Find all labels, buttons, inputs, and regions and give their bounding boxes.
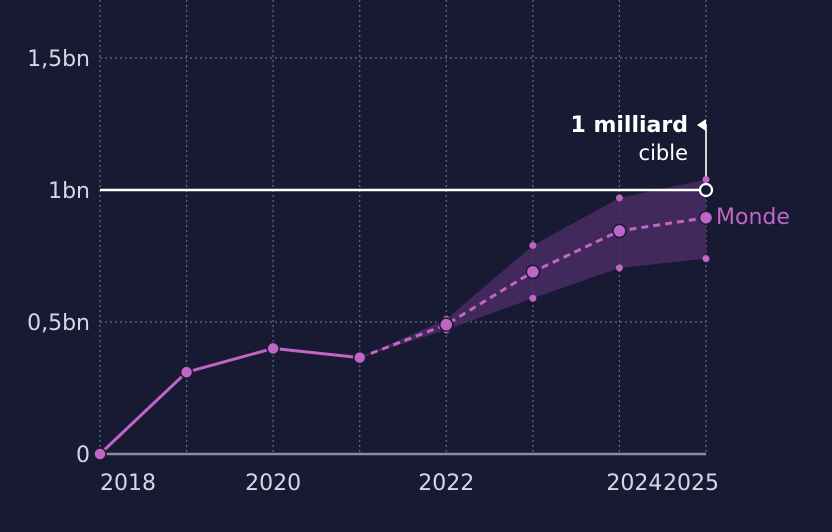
target-title: 1 milliard	[571, 113, 689, 138]
data-point	[266, 341, 280, 356]
series	[93, 175, 714, 461]
series-line-monde	[98, 346, 360, 456]
range-high-point	[529, 241, 537, 249]
labels: Monde	[716, 205, 790, 230]
target-pointer	[697, 119, 706, 131]
range-high-point	[615, 194, 623, 202]
series-label-monde: Monde	[716, 205, 790, 230]
target-marker	[698, 182, 714, 198]
target-annotation: 1 milliard cible	[100, 113, 714, 198]
range-low-point	[529, 294, 537, 302]
axes: 0 0,5bn 1bn 1,5bn 2018 2020 2022 2024 2025	[27, 47, 719, 496]
x-tick-label: 2020	[245, 471, 301, 496]
data-point	[93, 447, 107, 461]
x-tick-label: 2018	[100, 471, 156, 496]
x-tick-label: 2025	[663, 471, 719, 496]
grid	[99, 0, 707, 454]
range-high-point	[702, 175, 710, 183]
y-tick-label: 1,5bn	[27, 47, 90, 72]
range-low-point	[702, 255, 710, 263]
x-tick-label: 2024	[606, 471, 662, 496]
range-low-point	[615, 264, 623, 272]
x-tick-label: 2022	[418, 471, 474, 496]
projection-point	[439, 317, 454, 332]
data-point	[352, 350, 367, 365]
y-tick-label: 1bn	[48, 179, 90, 204]
projection-point	[698, 210, 714, 225]
data-point	[179, 365, 194, 379]
projection-point	[525, 264, 541, 280]
y-tick-label: 0,5bn	[27, 311, 90, 336]
projection-point	[612, 223, 627, 239]
y-tick-label: 0	[76, 443, 90, 468]
target-subtitle: cible	[639, 141, 688, 165]
